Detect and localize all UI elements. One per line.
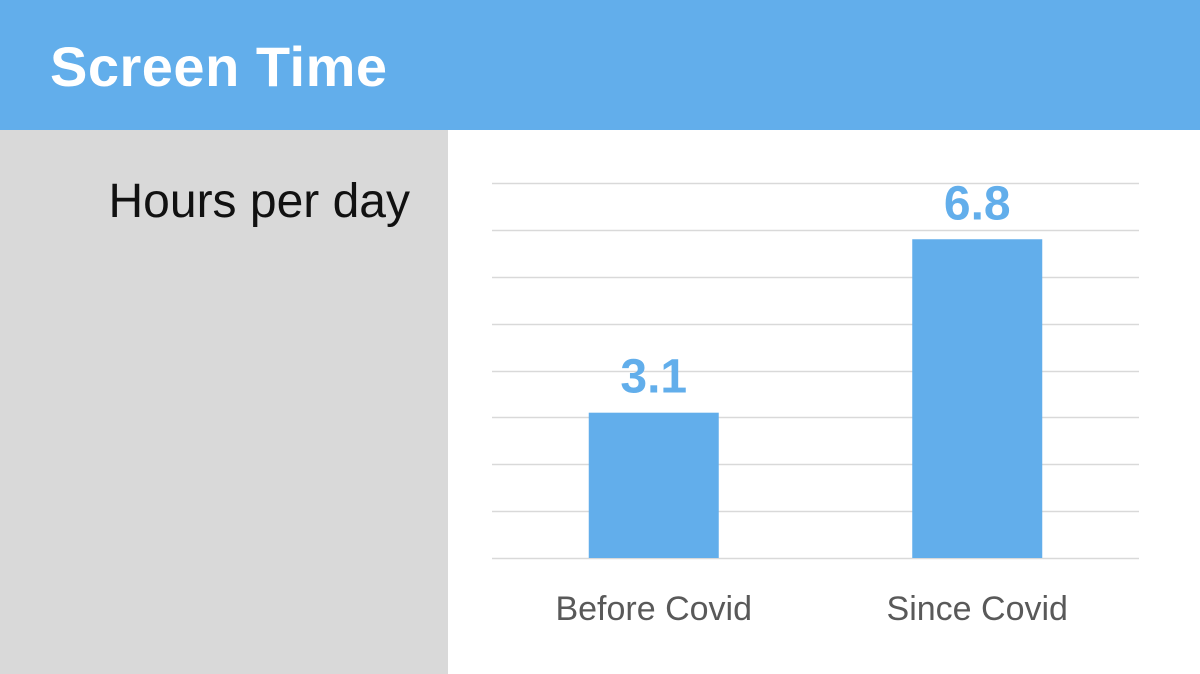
data-label: 6.8 xyxy=(944,177,1011,230)
unit-label: Hours per day xyxy=(108,175,410,228)
category-label: Before Covid xyxy=(555,590,752,628)
side-panel: Hours per day xyxy=(0,130,448,674)
bar xyxy=(588,412,719,558)
title-bar: Screen Time xyxy=(0,0,1200,130)
chart-area: 3.1 Before Covid 6.8 Since Covid xyxy=(448,130,1200,674)
bar xyxy=(912,239,1043,558)
category-label: Since Covid xyxy=(887,590,1068,628)
data-label: 3.1 xyxy=(620,351,687,404)
slide-title: Screen Time xyxy=(50,35,388,98)
bar-chart: 3.1 Before Covid 6.8 Since Covid xyxy=(492,177,1139,628)
